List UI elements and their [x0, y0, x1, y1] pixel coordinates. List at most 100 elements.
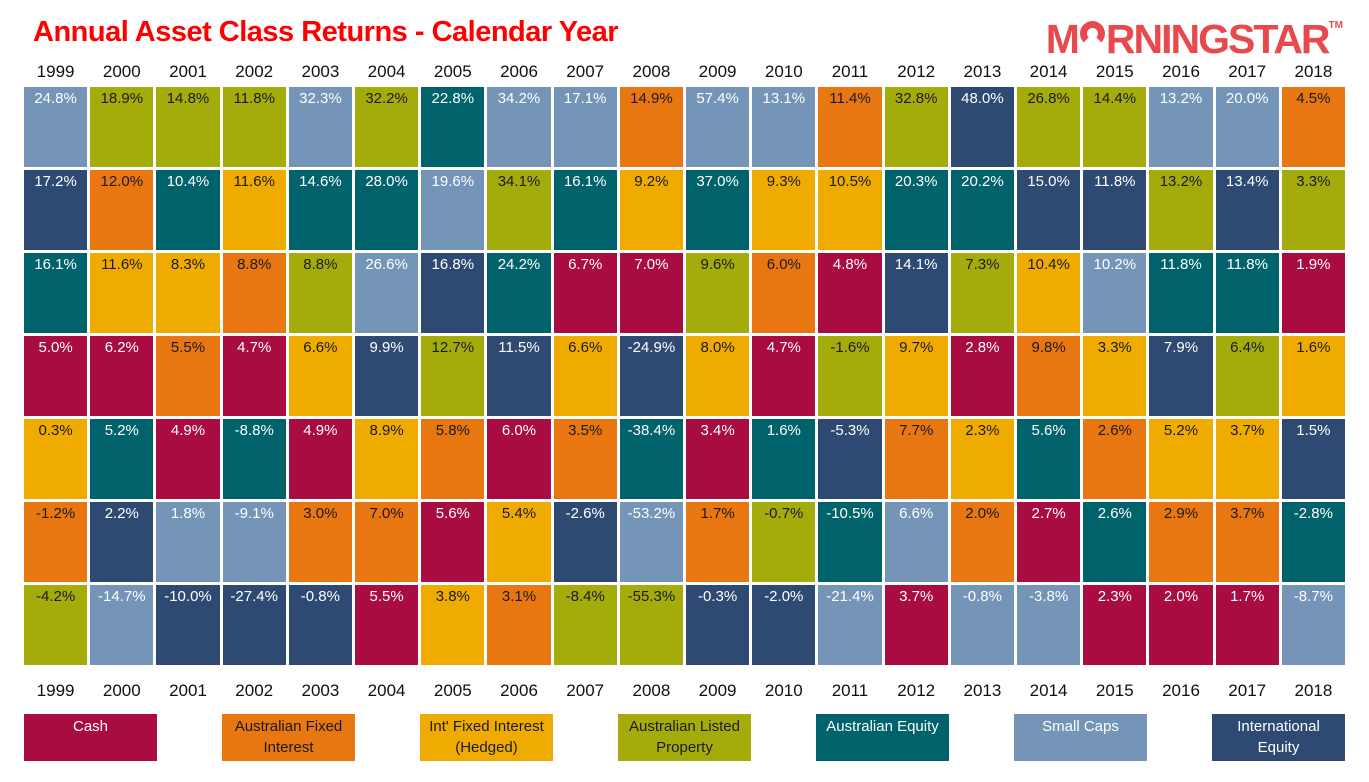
year-label: 2011 [831, 681, 869, 700]
return-cell: 5.4% [487, 502, 551, 582]
return-cell: 11.5% [487, 336, 551, 416]
return-cell: 5.0% [24, 336, 88, 416]
return-cell: -21.4% [818, 585, 882, 665]
return-cell: 14.4% [1083, 87, 1147, 167]
return-cell: 11.8% [1083, 170, 1147, 250]
return-cell: 2.6% [1083, 419, 1147, 499]
return-cell: -2.6% [553, 502, 617, 582]
year-label: 2011 [831, 62, 869, 81]
return-cell: 32.2% [355, 87, 419, 167]
return-cell: 20.3% [884, 170, 948, 250]
return-cell: 8.9% [355, 419, 419, 499]
year-label: 2002 [235, 681, 274, 700]
legend-item-aus-fixed: Australian Fixed Interest [222, 714, 355, 761]
return-cell: 13.1% [752, 87, 816, 167]
return-cell: 18.9% [90, 87, 154, 167]
year-label: 2007 [566, 62, 605, 81]
return-cell: 5.2% [1149, 419, 1213, 499]
return-cell: -1.2% [24, 502, 88, 582]
year-label: 2018 [1294, 681, 1333, 700]
return-cell: 9.2% [619, 170, 683, 250]
return-cell: 11.8% [222, 87, 286, 167]
return-cell: 3.5% [553, 419, 617, 499]
return-cell: 57.4% [686, 87, 750, 167]
return-cell: 17.2% [24, 170, 88, 250]
legend-item-aus-property: Australian Listed Property [618, 714, 751, 761]
year-label: 1999 [36, 681, 75, 700]
return-cell: 24.8% [24, 87, 88, 167]
return-cell: 6.6% [884, 502, 948, 582]
page-title: Annual Asset Class Returns - Calendar Ye… [33, 16, 619, 48]
year-label: 2000 [102, 62, 141, 81]
return-cell: 2.8% [950, 336, 1014, 416]
return-cell: 2.9% [1149, 502, 1213, 582]
return-cell: 7.9% [1149, 336, 1213, 416]
return-cell: 6.6% [553, 336, 617, 416]
return-cell: 2.7% [1017, 502, 1081, 582]
return-cell: 10.4% [1017, 253, 1081, 333]
return-cell: -14.7% [90, 585, 154, 665]
year-label: 2015 [1095, 681, 1134, 700]
return-cell: 3.4% [686, 419, 750, 499]
return-cell: 6.0% [752, 253, 816, 333]
return-cell: 32.8% [884, 87, 948, 167]
return-cell: -27.4% [222, 585, 286, 665]
year-label: 2017 [1228, 62, 1267, 81]
return-cell: -5.3% [818, 419, 882, 499]
return-cell: 4.7% [222, 336, 286, 416]
year-label: 2003 [301, 681, 340, 700]
year-label: 2010 [764, 62, 803, 81]
return-cell: 7.3% [950, 253, 1014, 333]
return-cell: 3.0% [288, 502, 352, 582]
return-cell: -0.7% [752, 502, 816, 582]
logo-letter-m: M [1045, 16, 1080, 62]
legend: Cash Australian Fixed Interest Int' Fixed … [24, 714, 1345, 761]
year-label: 2013 [963, 62, 1002, 81]
return-cell: 14.9% [619, 87, 683, 167]
return-cell: -2.0% [752, 585, 816, 665]
return-cell: -2.8% [1281, 502, 1345, 582]
year-label: 2001 [169, 681, 207, 700]
return-cell: 11.8% [1149, 253, 1213, 333]
year-label: 1999 [36, 62, 75, 81]
logo-o-arc-icon [1079, 21, 1105, 46]
year-label: 2018 [1294, 62, 1333, 81]
return-cell: -55.3% [619, 585, 683, 665]
return-cell: 26.6% [355, 253, 419, 333]
year-label: 2008 [632, 681, 671, 700]
return-cell: 20.2% [950, 170, 1014, 250]
return-cell: 16.1% [553, 170, 617, 250]
return-cell: 7.0% [355, 502, 419, 582]
return-cell: 22.8% [421, 87, 485, 167]
return-cell: 13.2% [1149, 87, 1213, 167]
return-cell: 17.1% [553, 87, 617, 167]
year-label: 2007 [566, 681, 605, 700]
return-cell: 10.4% [156, 170, 220, 250]
return-cell: 20.0% [1215, 87, 1279, 167]
logo-trademark: TM [1328, 20, 1343, 31]
year-header-row: 1999 2000 2001 2002 2003 2004 2005 2006 2007 2008… [24, 62, 1345, 82]
return-cell: 37.0% [686, 170, 750, 250]
return-cell: 16.1% [24, 253, 88, 333]
year-label: 2016 [1162, 681, 1200, 700]
year-label: 2006 [500, 681, 538, 700]
return-cell: 6.2% [90, 336, 154, 416]
return-cell: 0.3% [24, 419, 88, 499]
return-cell: -53.2% [619, 502, 683, 582]
return-cell: 9.3% [752, 170, 816, 250]
return-cell: 2.2% [90, 502, 154, 582]
return-cell: -1.6% [818, 336, 882, 416]
return-cell: 48.0% [950, 87, 1014, 167]
return-cell: 4.9% [288, 419, 352, 499]
return-cell: 11.6% [222, 170, 286, 250]
return-cell: -0.8% [288, 585, 352, 665]
year-label: 2009 [698, 62, 737, 81]
return-cell: 5.8% [421, 419, 485, 499]
year-label: 2004 [367, 681, 406, 700]
return-cell: 4.9% [156, 419, 220, 499]
year-label: 2016 [1162, 62, 1200, 81]
return-cell: 2.3% [950, 419, 1014, 499]
return-cell: 5.5% [156, 336, 220, 416]
return-cell: 1.8% [156, 502, 220, 582]
year-label: 2006 [500, 62, 538, 81]
